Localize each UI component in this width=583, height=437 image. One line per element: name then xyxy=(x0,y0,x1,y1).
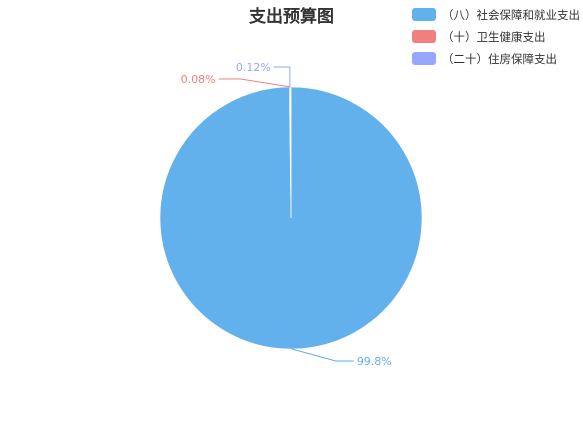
legend-swatch-housing xyxy=(412,52,436,65)
legend-label-housing: （二十）住房保障支出 xyxy=(442,51,557,66)
leader-line-social-security xyxy=(291,348,354,362)
leader-line-housing xyxy=(273,66,291,88)
data-label-health: 0.08% xyxy=(181,73,216,86)
legend-item-health[interactable]: （十）卫生健康支出 xyxy=(412,26,580,47)
data-label-housing: 0.12% xyxy=(236,61,271,74)
legend-label-health: （十）卫生健康支出 xyxy=(442,29,546,44)
chart-title-text: 支出预算图 xyxy=(249,7,334,27)
legend: （八）社会保障和就业支出 （十）卫生健康支出 （二十）住房保障支出 xyxy=(412,4,580,70)
legend-item-social-security[interactable]: （八）社会保障和就业支出 xyxy=(412,4,580,25)
chart-title: 支出预算图 xyxy=(0,2,583,27)
data-label-social-security: 99.8% xyxy=(357,355,392,368)
legend-item-housing[interactable]: （二十）住房保障支出 xyxy=(412,48,580,69)
leader-line-health xyxy=(218,78,291,88)
legend-swatch-social-security xyxy=(412,8,436,21)
legend-swatch-health xyxy=(412,30,436,43)
legend-label-social-security: （八）社会保障和就业支出 xyxy=(442,7,580,22)
